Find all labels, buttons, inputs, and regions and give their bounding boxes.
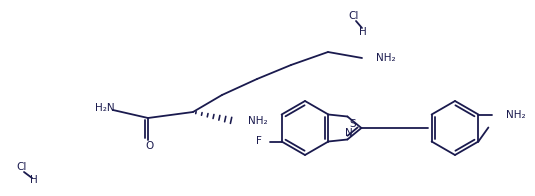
Text: NH₂: NH₂ — [248, 116, 268, 126]
Text: O: O — [145, 141, 153, 151]
Text: S: S — [349, 119, 356, 129]
Text: N: N — [345, 129, 352, 139]
Text: F: F — [256, 136, 262, 146]
Text: NH₂: NH₂ — [507, 110, 526, 120]
Text: H₂N: H₂N — [95, 103, 114, 113]
Text: NH₂: NH₂ — [376, 53, 395, 63]
Text: H: H — [30, 175, 38, 185]
Text: Cl: Cl — [349, 11, 359, 21]
Text: H: H — [359, 27, 367, 37]
Text: Cl: Cl — [17, 162, 27, 172]
